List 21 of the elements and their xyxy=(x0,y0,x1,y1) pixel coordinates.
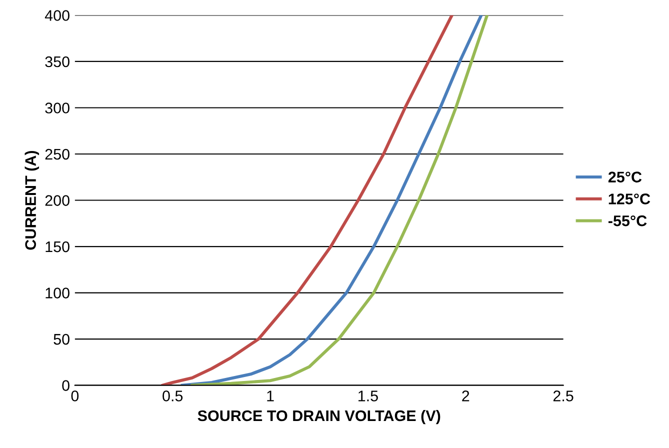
y-tick-label: 200 xyxy=(45,195,70,206)
x-tick-label: 1.5 xyxy=(358,390,378,402)
y-tick-label: 300 xyxy=(45,102,70,114)
y-tick-label: 0 xyxy=(62,380,70,391)
legend-label: 25°C xyxy=(608,172,642,182)
x-tick-label: 1 xyxy=(267,390,274,402)
y-tick-label: 50 xyxy=(54,334,70,345)
y-tick-label: 250 xyxy=(45,148,70,160)
legend-label: -55°C xyxy=(608,215,647,226)
y-tick-label: 100 xyxy=(46,288,70,298)
y-tick-label: 150 xyxy=(46,241,70,252)
legend-label: 125°C xyxy=(608,194,650,204)
x-axis-title: SOURCE TO DRAIN VOLTAGE (V) xyxy=(198,410,440,424)
x-tick-label: 2 xyxy=(462,390,470,402)
x-tick-label: 0.5 xyxy=(162,390,183,402)
y-tick-label: 400 xyxy=(44,10,70,21)
y-axis-title: CURRENT (A) xyxy=(24,150,40,250)
y-tick-label: 350 xyxy=(45,56,70,68)
x-tick-label: 0 xyxy=(71,390,79,402)
x-tick-label: 2.5 xyxy=(553,390,574,402)
line-series xyxy=(161,15,454,386)
